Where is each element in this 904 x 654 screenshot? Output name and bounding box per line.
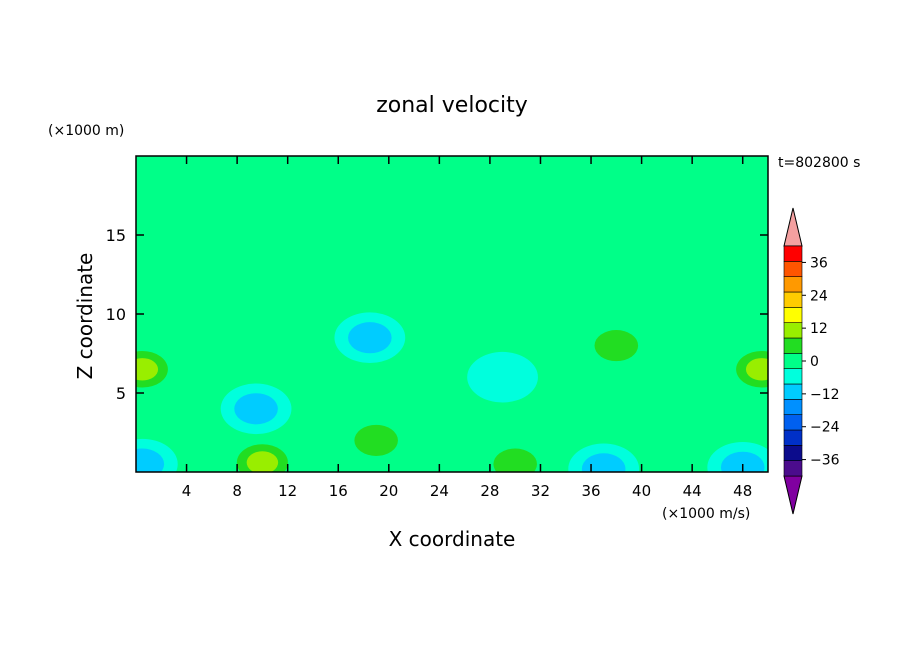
x-tick-label: 20 [379, 482, 398, 500]
x-tick-label: 4 [182, 482, 192, 500]
colorbar-extend-high [783, 207, 803, 247]
field-contour [348, 322, 392, 354]
colorbar-band [783, 383, 803, 400]
chart-title: zonal velocity [376, 93, 528, 118]
field-contour [354, 424, 398, 456]
colorbar-band [783, 460, 803, 477]
colorbar-band [783, 399, 803, 415]
colorbar-band [783, 429, 803, 446]
colorbar-band [783, 445, 803, 461]
x-tick-label: 16 [329, 482, 348, 500]
field-contour [136, 358, 159, 381]
time-label: t=802800 s [778, 155, 860, 171]
colorbar-band [783, 291, 803, 308]
colorbar-tick-label: 36 [810, 255, 828, 271]
field-contour [581, 453, 626, 472]
x-tick-label: 40 [632, 482, 651, 500]
field-contour [606, 201, 677, 253]
x-tick-label: 8 [232, 482, 242, 500]
field-contour [594, 330, 639, 362]
y-tick-label: 10 [106, 305, 126, 324]
field-contour [136, 448, 165, 472]
colorbar-tick-label: 12 [810, 321, 828, 337]
x-tick-label: 48 [733, 482, 752, 500]
x-tick-label: 32 [531, 482, 550, 500]
colorbar-tick-label: −24 [810, 420, 840, 436]
colorbar-extend-low [783, 475, 803, 515]
field-contour [745, 358, 768, 381]
x-tick-label: 12 [278, 482, 297, 500]
colorbar-band [783, 414, 803, 431]
colorbar-tick-label: −36 [810, 453, 840, 469]
field-contour [246, 451, 279, 472]
x-axis-unit: (×1000 m/s) [662, 506, 750, 522]
velocity-field [136, 156, 768, 472]
colorbar-band [783, 261, 803, 277]
x-axis: 4 8 12 16 20 24 28 32 36 40 44 48 [182, 482, 752, 500]
field-contour [720, 451, 765, 472]
y-tick-label: 5 [116, 384, 126, 403]
x-tick-label: 36 [581, 482, 600, 500]
colorbar-band [783, 353, 803, 369]
colorbar-band [783, 307, 803, 323]
x-tick-label: 44 [683, 482, 702, 500]
x-tick-label: 28 [480, 482, 499, 500]
x-axis-label: X coordinate [389, 527, 516, 551]
field-contour [467, 351, 538, 403]
field-contour [378, 162, 450, 213]
colorbar-band [783, 322, 803, 339]
colorbar-band [783, 276, 803, 293]
field-contour [234, 393, 278, 425]
colorbar-band [783, 245, 803, 262]
y-axis: 5 10 15 [106, 226, 126, 403]
colorbar-tick-label: 24 [810, 288, 828, 304]
colorbar-tick-label: 0 [810, 354, 819, 370]
y-axis-label: Z coordinate [73, 253, 97, 380]
field-contour [493, 448, 537, 472]
colorbar-band [783, 368, 803, 385]
colorbar: 36 24 12 0 −12 −24 −36 [783, 207, 840, 515]
colorbar-tick-label: −12 [810, 387, 840, 403]
x-tick-label: 24 [430, 482, 449, 500]
y-tick-label: 15 [106, 226, 126, 245]
colorbar-band [783, 337, 803, 354]
y-axis-unit: (×1000 m) [48, 123, 124, 139]
